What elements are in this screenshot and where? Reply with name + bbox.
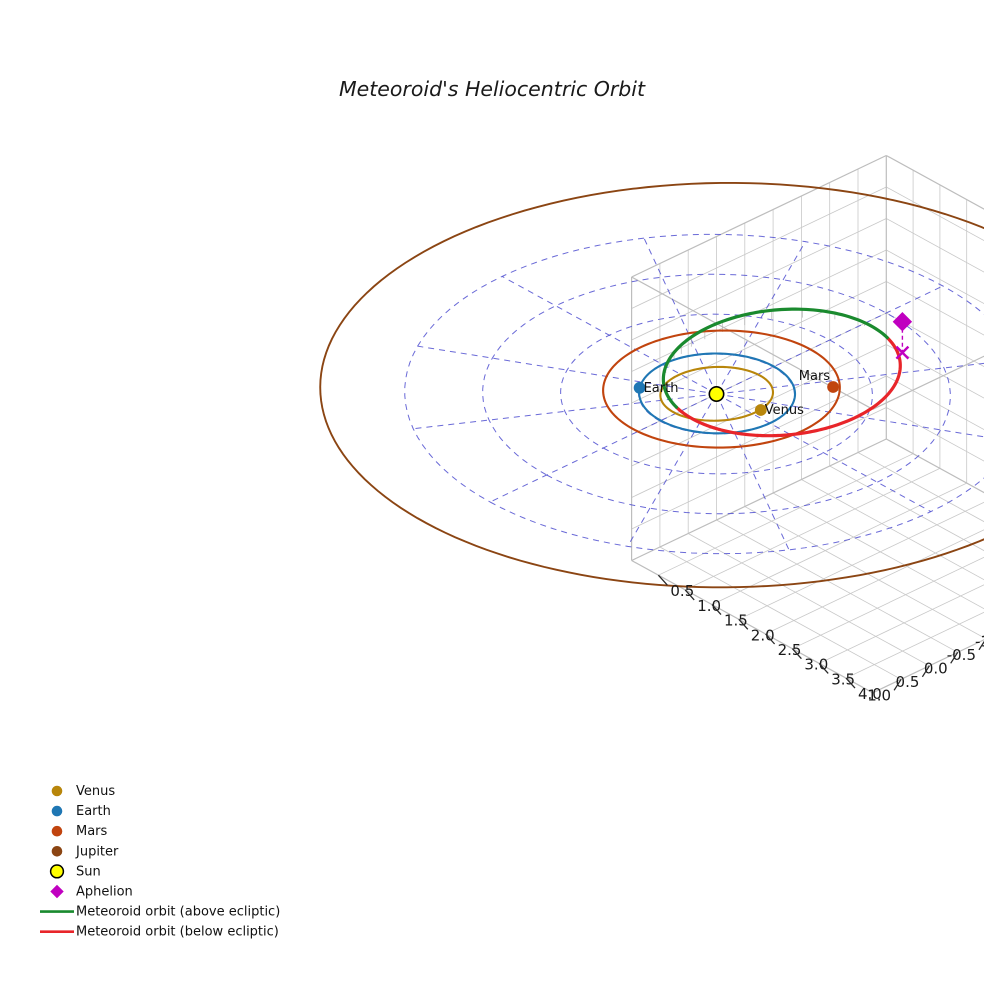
solar-bodies: Venus Earth Mars [633,369,839,418]
legend-item: Venus [51,784,115,799]
tick-label: 1.0 [867,686,891,704]
venus-label: Venus [765,403,804,418]
tick-label: 2.5 [778,641,802,659]
earth-marker [633,381,646,394]
tick-label: 1.5 [724,612,748,630]
tick-label: 0.5 [670,582,694,600]
sun-marker [708,385,725,402]
legend-item: Meteoroid orbit (below ecliptic) [40,925,279,940]
legend-label: Venus [76,784,115,799]
aphelion-projection-x [895,345,910,360]
aphelion-diamond [892,312,913,332]
tick-label: 3.5 [831,670,855,688]
legend-label: Aphelion [76,885,133,900]
tick-label: 0.5 [896,673,920,691]
tick-label: 1.0 [697,597,721,615]
legend-item: Meteoroid orbit (above ecliptic) [40,905,280,920]
legend-label: Mars [76,824,108,839]
legend-marker-circle [51,785,63,797]
tick-label: -0.5 [947,646,976,664]
legend-marker-diamond [50,884,64,899]
tick-label: 4.0 [858,685,882,703]
legend-marker-circle [49,864,65,879]
mars-label: Mars [799,369,831,384]
legend-marker-circle [51,805,63,817]
mars-marker [827,381,839,393]
legend-label: Earth [76,804,111,819]
axis-ticks: -2.5-2.0-1.5-1.0-0.50.00.51.00.51.01.52.… [657,574,984,704]
planet-orbits [602,329,841,449]
legend-marker-circle [51,846,63,857]
jupiter-orbit [319,181,984,589]
tick-label: 0.0 [924,659,948,677]
legend-item: Sun [49,864,101,879]
polar-grid [404,233,984,555]
axes-panes [631,154,984,694]
tick-label: 2.0 [751,626,775,644]
page-title: Meteoroid's Heliocentric Orbit [339,77,646,101]
legend-label: Sun [76,864,101,879]
legend-item: Jupiter [51,844,119,859]
legend-item: Mars [51,824,108,839]
legend-label: Meteoroid orbit (below ecliptic) [76,925,279,940]
legend: Venus Earth Mars Jupiter Sun Aphelion Meteoroi… [40,784,280,940]
earth-label: Earth [644,381,679,396]
venus-marker [754,404,767,416]
tick-label: 3.0 [804,656,828,674]
legend-label: Meteoroid orbit (above ecliptic) [76,905,280,920]
legend-label: Jupiter [75,844,119,859]
tick-label: -1.0 [975,632,984,650]
meteoroid-orbit [661,307,902,438]
legend-marker-circle [51,825,63,837]
aphelion-marker [892,312,913,360]
legend-item: Aphelion [50,884,133,900]
legend-item: Earth [51,804,111,819]
